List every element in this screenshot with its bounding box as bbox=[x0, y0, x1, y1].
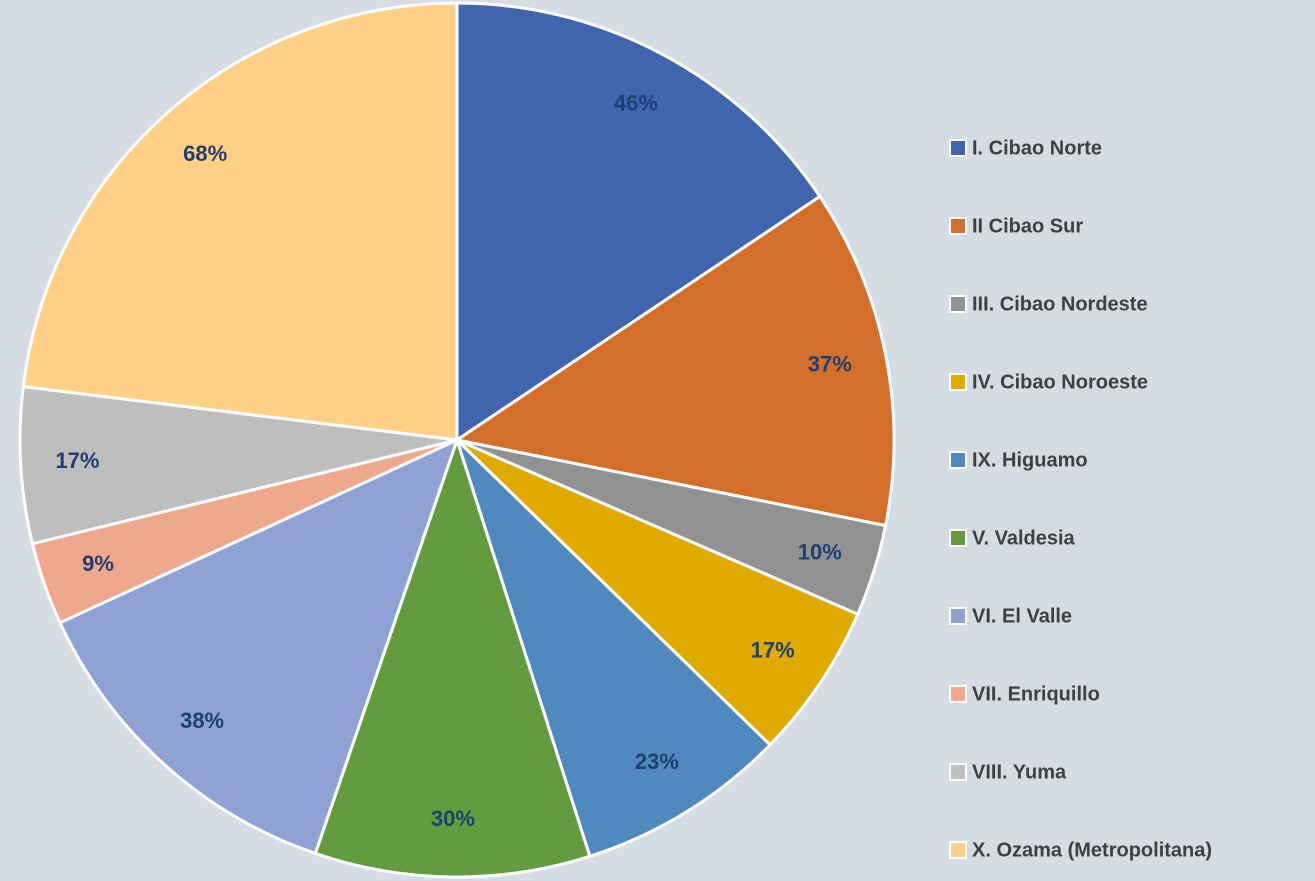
data-label: 17% bbox=[751, 638, 795, 663]
pie-slice bbox=[455, 438, 860, 747]
data-label: 9% bbox=[82, 551, 114, 576]
pie-slice bbox=[21, 1, 459, 442]
legend-swatch bbox=[949, 373, 967, 391]
data-label: 17% bbox=[55, 448, 99, 473]
pie-slice bbox=[455, 1, 822, 442]
data-label: 37% bbox=[808, 351, 852, 376]
legend-swatch bbox=[949, 217, 967, 235]
pie-slice bbox=[313, 438, 592, 879]
pie-slice bbox=[455, 194, 896, 528]
legend-label: III. Cibao Nordeste bbox=[972, 293, 1148, 315]
legend-label: VI. El Valle bbox=[972, 605, 1072, 627]
data-label: 10% bbox=[798, 539, 842, 564]
data-label: 30% bbox=[431, 806, 475, 831]
legend-label: VIII. Yuma bbox=[972, 761, 1067, 783]
legend-swatch bbox=[949, 139, 967, 157]
legend-swatch bbox=[949, 295, 967, 313]
data-label: 38% bbox=[180, 708, 224, 733]
legend-swatch bbox=[949, 529, 967, 547]
legend-label: VII. Enriquillo bbox=[972, 683, 1100, 705]
pie-slice bbox=[58, 438, 459, 855]
data-label: 46% bbox=[614, 90, 658, 115]
pie-slice bbox=[18, 385, 459, 546]
legend-label: I. Cibao Norte bbox=[972, 137, 1102, 159]
legend-swatch bbox=[949, 451, 967, 469]
pie-slice bbox=[455, 438, 772, 858]
legend-label: IV. Cibao Noroeste bbox=[972, 371, 1148, 393]
legend-swatch bbox=[949, 763, 967, 781]
legend-swatch bbox=[949, 841, 967, 859]
legend-swatch bbox=[949, 685, 967, 703]
legend-label: X. Ozama (Metropolitana) bbox=[972, 839, 1212, 861]
legend-label: IX. Higuamo bbox=[972, 449, 1088, 471]
data-label: 68% bbox=[183, 141, 227, 166]
legend-label: V. Valdesia bbox=[972, 527, 1076, 549]
data-label: 23% bbox=[635, 749, 679, 774]
legend-label: II Cibao Sur bbox=[972, 215, 1083, 237]
legend-swatch bbox=[949, 607, 967, 625]
